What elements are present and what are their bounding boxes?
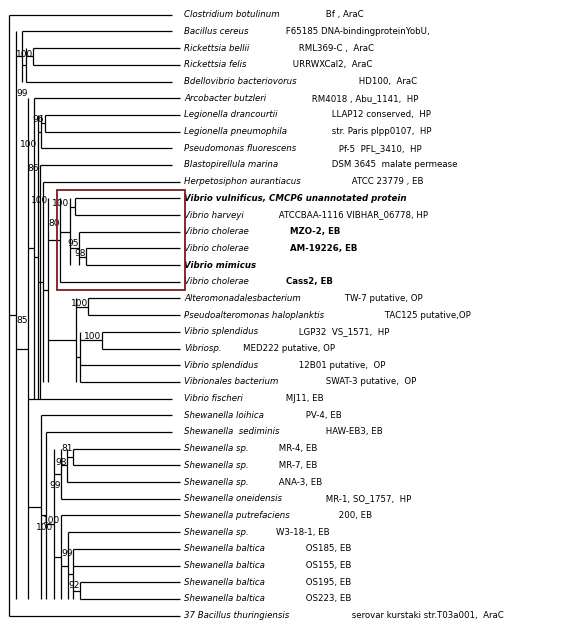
Text: W3-18-1, EB: W3-18-1, EB (276, 527, 330, 536)
Text: ATCC 23779 , EB: ATCC 23779 , EB (349, 177, 424, 186)
Text: LGP32  VS_1571,  HP: LGP32 VS_1571, HP (296, 327, 389, 336)
Text: 100: 100 (16, 50, 33, 59)
Text: 99: 99 (16, 89, 27, 97)
Text: F65185 DNA-bindingproteinYobU,: F65185 DNA-bindingproteinYobU, (283, 27, 430, 36)
Text: 100: 100 (43, 516, 60, 525)
Text: SWAT-3 putative,  OP: SWAT-3 putative, OP (323, 377, 416, 387)
Text: 86: 86 (27, 164, 39, 173)
Text: 12B01 putative,  OP: 12B01 putative, OP (296, 361, 385, 369)
Text: Clostridium botulinum: Clostridium botulinum (184, 10, 280, 19)
Text: 99: 99 (49, 481, 60, 490)
Text: Vibrio splendidus: Vibrio splendidus (184, 361, 258, 369)
Text: 92: 92 (68, 581, 80, 590)
Text: 98: 98 (75, 249, 86, 258)
Text: TAC125 putative,OP: TAC125 putative,OP (382, 311, 471, 320)
Text: HAW-EB3, EB: HAW-EB3, EB (323, 427, 382, 436)
Text: 100: 100 (71, 299, 88, 308)
Text: DSM 3645  malate permease: DSM 3645 malate permease (329, 161, 458, 169)
Text: Shewanella baltica: Shewanella baltica (184, 561, 265, 570)
Text: 100: 100 (84, 333, 101, 341)
Text: MED222 putative, OP: MED222 putative, OP (243, 344, 335, 353)
Text: str. Paris plpp0107,  HP: str. Paris plpp0107, HP (329, 127, 431, 136)
Text: Vibrio mimicus: Vibrio mimicus (184, 261, 256, 269)
Text: Shewanella baltica: Shewanella baltica (184, 594, 265, 603)
Text: Vibrionales bacterium: Vibrionales bacterium (184, 377, 278, 387)
Text: Vibriosp.: Vibriosp. (184, 344, 222, 353)
Text: Pseudomonas fluorescens: Pseudomonas fluorescens (184, 144, 296, 153)
Text: 100: 100 (31, 196, 48, 204)
Text: OS155, EB: OS155, EB (303, 561, 351, 570)
Text: Pseudoalteromonas haloplanktis: Pseudoalteromonas haloplanktis (184, 311, 324, 320)
Text: OS195, EB: OS195, EB (303, 578, 351, 587)
Text: OS223, EB: OS223, EB (303, 594, 351, 603)
Text: 99: 99 (62, 549, 73, 558)
Text: MZO-2, EB: MZO-2, EB (290, 227, 340, 236)
Text: Shewanella sp.: Shewanella sp. (184, 478, 249, 487)
Text: 100: 100 (36, 522, 54, 532)
Text: Shewanella  sediminis: Shewanella sediminis (184, 427, 279, 436)
Text: AM-19226, EB: AM-19226, EB (290, 244, 357, 253)
Text: URRWXCal2,  AraC: URRWXCal2, AraC (290, 61, 372, 69)
Text: 95: 95 (68, 239, 79, 248)
Text: OS185, EB: OS185, EB (303, 545, 351, 554)
Text: RML369-C ,  AraC: RML369-C , AraC (296, 43, 374, 53)
Text: Shewanella baltica: Shewanella baltica (184, 578, 265, 587)
Text: MR-7, EB: MR-7, EB (276, 461, 317, 470)
Text: Shewanella sp.: Shewanella sp. (184, 527, 249, 536)
Text: 80: 80 (48, 219, 59, 228)
Text: Rickettsia felis: Rickettsia felis (184, 61, 246, 69)
Text: Vibrio fischeri: Vibrio fischeri (184, 394, 243, 403)
Text: Shewanella sp.: Shewanella sp. (184, 461, 249, 470)
Text: Pf-5  PFL_3410,  HP: Pf-5 PFL_3410, HP (336, 144, 421, 153)
Text: 81: 81 (61, 444, 72, 453)
Text: Blastopirellula marina: Blastopirellula marina (184, 161, 278, 169)
Text: Shewanella putrefaciens: Shewanella putrefaciens (184, 511, 290, 520)
Text: Bdellovibrio bacteriovorus: Bdellovibrio bacteriovorus (184, 77, 296, 86)
Text: Rickettsia bellii: Rickettsia bellii (184, 43, 249, 53)
Text: Cass2, EB: Cass2, EB (283, 277, 333, 286)
Text: Vibrio splendidus: Vibrio splendidus (184, 327, 258, 336)
Text: LLAP12 conserved,  HP: LLAP12 conserved, HP (329, 110, 431, 119)
Text: Shewanella oneidensis: Shewanella oneidensis (184, 494, 282, 503)
Text: TW-7 putative, OP: TW-7 putative, OP (343, 294, 423, 303)
Text: 100: 100 (20, 140, 38, 150)
Text: Vibrio cholerae: Vibrio cholerae (184, 277, 249, 286)
Text: Vibrio cholerae: Vibrio cholerae (184, 244, 251, 253)
Text: ATCCBAA-1116 VIBHAR_06778, HP: ATCCBAA-1116 VIBHAR_06778, HP (276, 210, 429, 220)
Text: ANA-3, EB: ANA-3, EB (276, 478, 323, 487)
Text: Vibrio vulnificus, CMCP6 unannotated protein: Vibrio vulnificus, CMCP6 unannotated pro… (184, 194, 406, 203)
Text: RM4018 , Abu_1141,  HP: RM4018 , Abu_1141, HP (310, 94, 419, 103)
Text: 85: 85 (16, 316, 27, 325)
Text: 37 Bacillus thuringiensis: 37 Bacillus thuringiensis (184, 611, 289, 620)
Text: MR-1, SO_1757,  HP: MR-1, SO_1757, HP (323, 494, 411, 503)
Text: Vibrio harveyi: Vibrio harveyi (184, 210, 244, 220)
Text: 100: 100 (52, 199, 70, 208)
Text: 98: 98 (55, 457, 67, 466)
Text: Bf , AraC: Bf , AraC (323, 10, 363, 19)
Text: Legionella drancourtii: Legionella drancourtii (184, 110, 278, 119)
Text: Herpetosiphon aurantiacus: Herpetosiphon aurantiacus (184, 177, 301, 186)
Bar (57, 190, 185, 290)
Text: Shewanella baltica: Shewanella baltica (184, 545, 265, 554)
Text: 200, EB: 200, EB (336, 511, 372, 520)
Text: MR-4, EB: MR-4, EB (276, 444, 317, 453)
Text: HD100,  AraC: HD100, AraC (356, 77, 417, 86)
Text: Arcobacter butzleri: Arcobacter butzleri (184, 94, 266, 103)
Text: serovar kurstaki str.T03a001,  AraC: serovar kurstaki str.T03a001, AraC (349, 611, 504, 620)
Text: Shewanella sp.: Shewanella sp. (184, 444, 249, 453)
Text: Shewanella loihica: Shewanella loihica (184, 411, 264, 420)
Text: Legionella pneumophila: Legionella pneumophila (184, 127, 287, 136)
Text: Alteromonadalesbacterium: Alteromonadalesbacterium (184, 294, 301, 303)
Text: Bacillus cereus: Bacillus cereus (184, 27, 249, 36)
Text: MJ11, EB: MJ11, EB (283, 394, 324, 403)
Text: PV-4, EB: PV-4, EB (303, 411, 341, 420)
Text: 96: 96 (33, 115, 44, 124)
Text: Vibrio cholerae: Vibrio cholerae (184, 227, 251, 236)
